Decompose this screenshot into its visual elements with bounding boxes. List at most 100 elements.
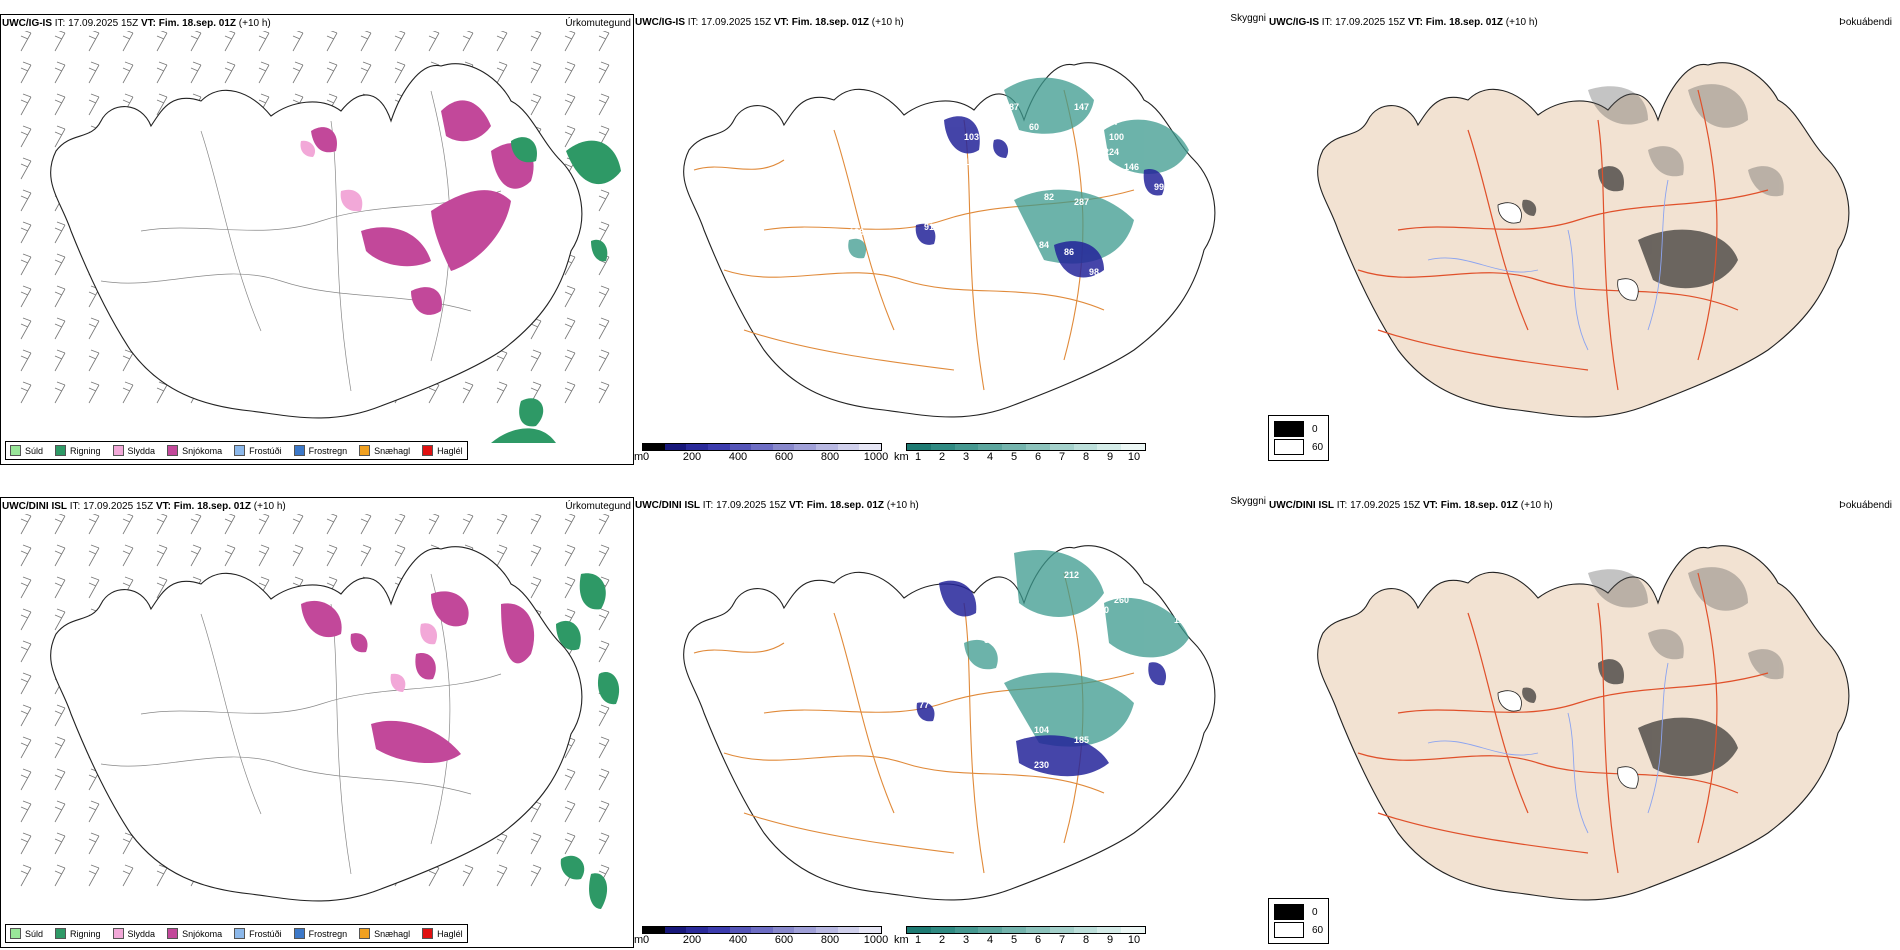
colorbar-tick: 400 — [728, 934, 748, 946]
wind-barb — [156, 381, 168, 404]
colorbar-tick: 1 — [914, 451, 922, 463]
wind-barb — [496, 544, 508, 567]
legend-label: Frostúði — [249, 445, 282, 456]
wind-barb — [54, 544, 66, 567]
colorbar-tick: 8 — [1082, 451, 1090, 463]
cloud-base-value: 24 — [1009, 595, 1019, 605]
colorbar-cell — [954, 444, 979, 450]
precip-map — [20, 31, 621, 443]
model-name: UWC/IG-IS — [2, 18, 52, 29]
it-prefix: IT: — [54, 18, 66, 29]
colorbar-tick: 6 — [1034, 934, 1042, 946]
legend-item: Frostregn — [293, 445, 347, 456]
wind-barb — [20, 285, 32, 308]
wind-barb — [20, 576, 32, 599]
wind-barb — [564, 544, 576, 567]
panel-title: UWC/DINI ISL IT: 17.09.2025 15Z VT: Fim.… — [2, 500, 631, 514]
wind-barb — [598, 544, 610, 567]
wind-barb — [20, 61, 32, 84]
legend-item: Slydda — [112, 445, 156, 456]
colorbar-cell — [772, 927, 795, 933]
wind-barb — [258, 61, 270, 84]
lead-time: (+10 h) — [238, 18, 271, 29]
it-prefix: IT: — [1336, 500, 1348, 511]
colorbar-cell — [859, 927, 882, 933]
wind-barb — [530, 864, 542, 887]
legend-label: Súld — [25, 928, 44, 939]
wind-barb — [20, 157, 32, 180]
vt-label: VT: Fim. 18.sep. 01Z — [140, 18, 237, 29]
wind-barb — [54, 221, 66, 244]
colorbar-cell — [664, 927, 687, 933]
legend-swatch — [167, 445, 179, 456]
cloud-base-value: 103 — [964, 132, 979, 142]
colorbar-cell — [707, 927, 730, 933]
wind-barb — [54, 704, 66, 727]
wind-barb — [530, 93, 542, 116]
wind-barb — [530, 31, 542, 52]
fog-legend-row: 0 — [1274, 420, 1323, 438]
legend-item: Frostúði — [234, 928, 282, 939]
wind-barb — [224, 31, 236, 52]
cloud-base-value: 82 — [1044, 192, 1054, 202]
legend-item: Rigning — [55, 445, 101, 456]
wind-barb — [54, 514, 66, 535]
it-prefix: IT: — [1321, 17, 1333, 28]
wind-barb — [496, 31, 508, 52]
legend-item: Snæhagl — [359, 928, 410, 939]
legend-swatch — [10, 445, 21, 456]
fog-legend-swatch — [1274, 904, 1304, 920]
colorbar-tick: 10 — [1127, 934, 1141, 946]
wind-barb — [88, 381, 100, 404]
cloud-base-value: 730 — [1104, 570, 1119, 580]
wind-barb — [20, 704, 32, 727]
wind-barb — [564, 514, 576, 535]
altitude-colorbar: m 0 200 400 600 800 1000 — [634, 926, 888, 948]
panel-title: UWC/IG-IS IT: 17.09.2025 15Z VT: Fim. 18… — [1269, 16, 1898, 30]
wind-barb — [88, 349, 100, 372]
cloud-base-value: 131 — [1034, 645, 1049, 655]
wind-barb — [122, 61, 134, 84]
precip-map — [20, 514, 620, 909]
legend-item: Súld — [10, 928, 43, 939]
legend-label: Slydda — [127, 445, 156, 456]
wind-barb — [564, 31, 576, 52]
fog-legend-label: 60 — [1312, 924, 1324, 936]
colorbar-cell — [751, 927, 773, 933]
fog-legend-row: 60 — [1274, 438, 1323, 456]
precip-legend: Súld Rigning Slydda Snjókoma Frostúði Frostre… — [5, 924, 468, 943]
wind-barb — [54, 864, 66, 887]
wind-barb — [54, 768, 66, 791]
legend-item: Frostregn — [293, 928, 347, 939]
cloud-base-value: 69 — [994, 82, 1004, 92]
colorbar-tick: 0 — [642, 934, 650, 946]
wind-barb — [598, 285, 610, 308]
colorbar-cell — [794, 444, 817, 450]
colorbar-tick: 5 — [1010, 451, 1018, 463]
wind-barb — [598, 736, 610, 759]
wind-barb — [190, 544, 202, 567]
it-value: 17.09.2025 15Z — [68, 18, 139, 29]
lead-time: (+10 h) — [1520, 500, 1553, 511]
colorbar-cell — [686, 927, 708, 933]
it-prefix: IT: — [69, 501, 81, 512]
it-prefix: IT: — [702, 500, 714, 511]
it-value: 17.09.2025 15Z — [716, 500, 787, 511]
cloud-base-value: 86 — [1064, 247, 1074, 257]
precip-title: Úrkomutegund — [565, 18, 631, 29]
colorbar-tick: 1000 — [863, 451, 889, 463]
colorbar-tick: 8 — [1082, 934, 1090, 946]
wind-barb — [88, 61, 100, 84]
wind-barb — [190, 61, 202, 84]
colorbar-tick: 3 — [962, 451, 970, 463]
cloud-base-value: 82 — [984, 715, 994, 725]
wind-barb — [20, 544, 32, 567]
wind-barb — [20, 349, 32, 372]
colorbar-cell — [729, 927, 752, 933]
wind-barb — [462, 864, 474, 887]
colorbar-tick: 600 — [774, 934, 794, 946]
cloud-base-value: 99 — [1154, 182, 1164, 192]
colorbar-tick: 800 — [820, 451, 840, 463]
colorbar-cell — [954, 927, 979, 933]
